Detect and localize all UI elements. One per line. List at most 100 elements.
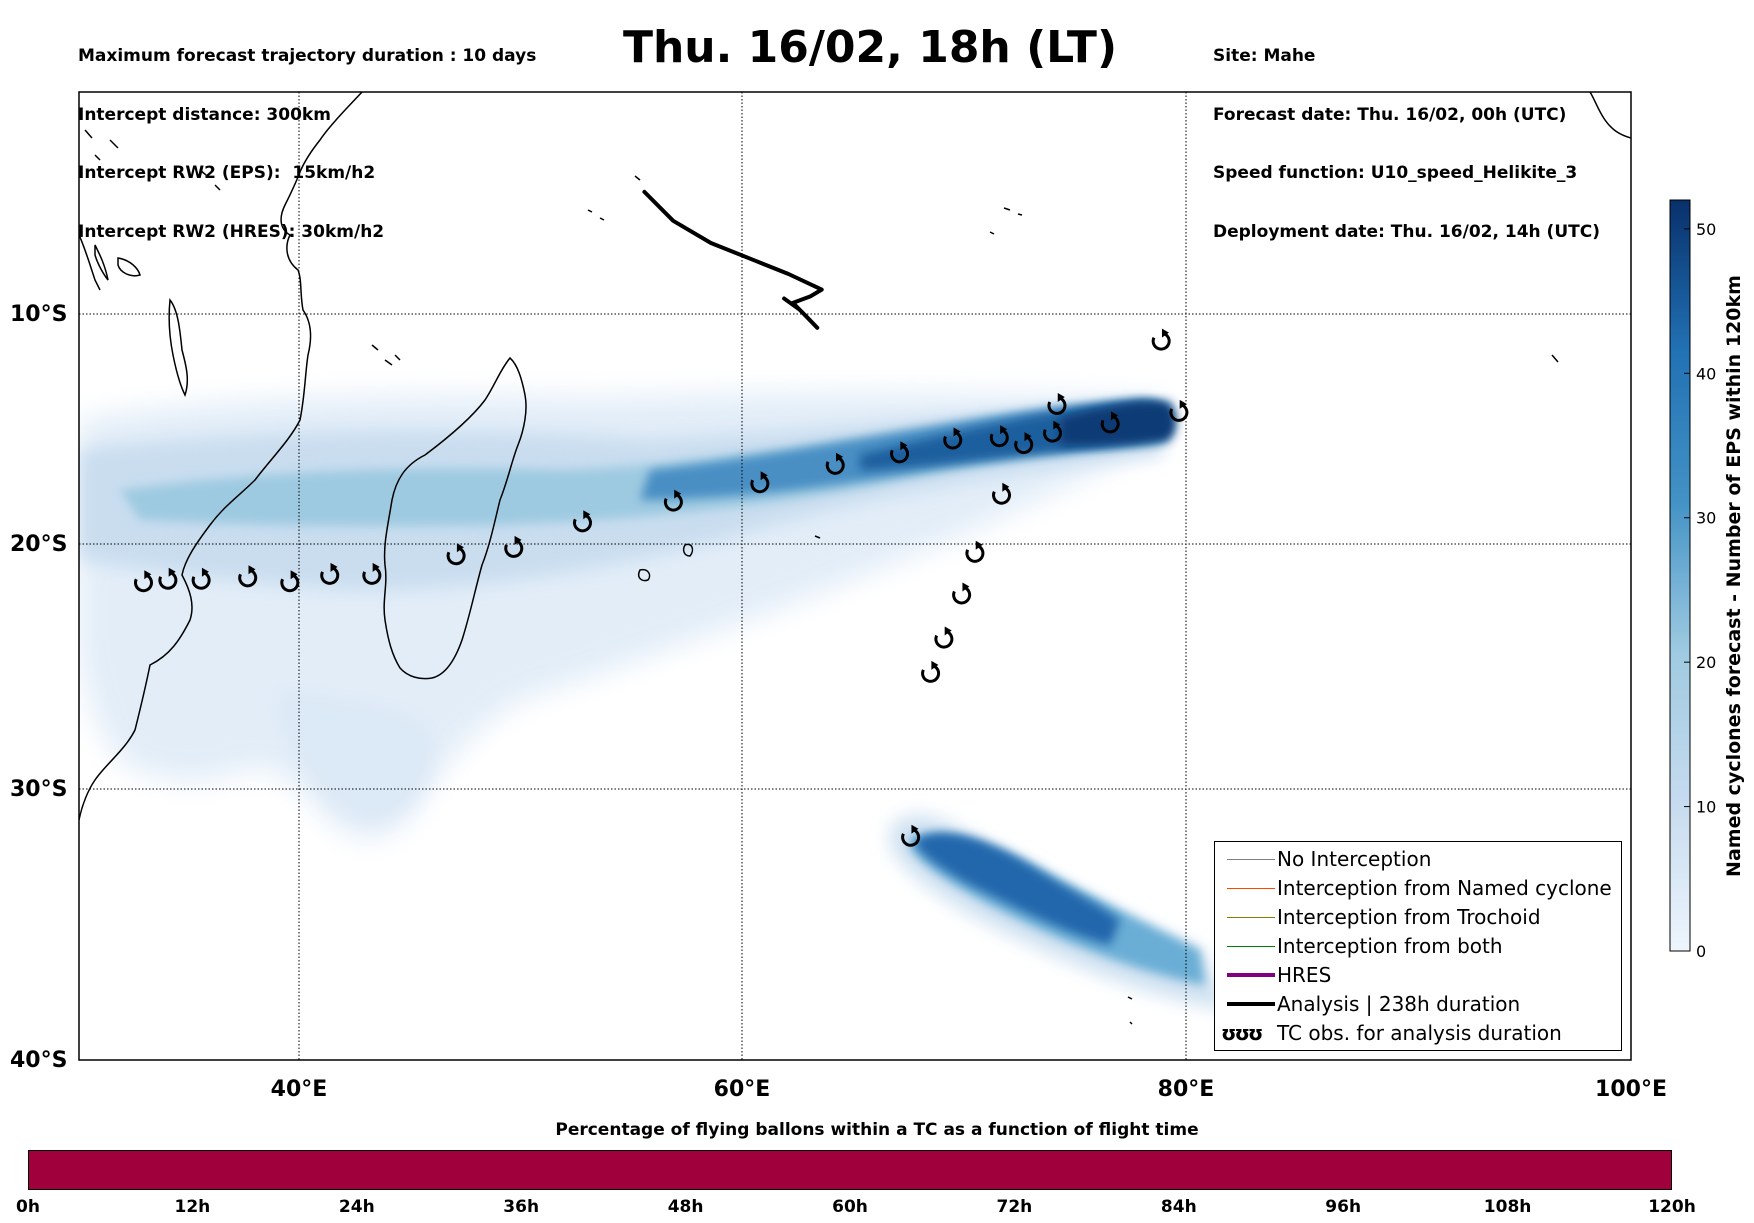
tc-obs-arc	[1100, 414, 1120, 434]
time-bar-title: Percentage of flying ballons within a TC…	[555, 1120, 1199, 1140]
tc-obs-arc	[750, 474, 770, 494]
legend-swatch-analysis	[1227, 1002, 1275, 1006]
tc-obs-marker	[1043, 420, 1062, 443]
tc-obs-arc	[952, 586, 972, 605]
lat-label-10s: 10°S	[10, 302, 67, 327]
reunion-island	[637, 568, 651, 582]
tc-obs-arrowhead	[456, 543, 464, 553]
tc-obs-arc	[901, 828, 921, 847]
tc-obs-arc	[921, 664, 941, 683]
tc-obs-marker	[320, 562, 340, 585]
tc-obs-marker	[134, 570, 153, 593]
legend-item-trochoid: Interception from Trochoid	[1215, 903, 1621, 932]
tc-obs-marker	[989, 425, 1009, 448]
colorbar-gradient	[1669, 199, 1691, 952]
madagascar	[383, 356, 527, 680]
africa-north-coast	[79, 234, 101, 291]
tc-obs-arc	[663, 493, 683, 512]
tc-obs-arrowhead	[290, 570, 298, 580]
legend-label-tc-obs: TC obs. for analysis duration	[1277, 1021, 1562, 1045]
tc-obs-arc	[1043, 424, 1062, 443]
density-field	[79, 393, 1230, 1010]
tc-obs-arrowhead	[583, 510, 591, 520]
tc-obs-arrowhead	[248, 565, 256, 575]
legend-swatch-no-interception	[1227, 859, 1275, 860]
legend-label-named-cyclone: Interception from Named cyclone	[1277, 876, 1612, 900]
tc-obs-arc	[992, 486, 1011, 505]
east-islet	[1551, 354, 1559, 363]
tc-obs-arrowhead	[201, 567, 209, 577]
lat-label-30s: 30°S	[10, 777, 67, 802]
tc-obs-arrowhead	[1053, 420, 1061, 430]
tc-obs-marker	[362, 562, 382, 585]
northwest-coast-fragments	[84, 129, 221, 191]
time-bar-tick-label: 60h	[832, 1197, 868, 1217]
tc-obs-arc	[825, 456, 845, 475]
comoros	[371, 344, 401, 366]
africa-east-coast	[79, 92, 363, 821]
legend-item-hres: HRES	[1215, 961, 1621, 990]
legend-swatch-both	[1227, 946, 1275, 947]
latitude-labels: 10°S 20°S 30°S 40°S	[10, 302, 67, 1073]
lon-label-80e: 80°E	[1158, 1077, 1215, 1102]
lat-label-20s: 20°S	[10, 532, 67, 557]
time-bar-tick-label: 36h	[503, 1197, 540, 1217]
map-figure: 10°S 20°S 30°S 40°S 40°E 60°E 80°E 100°E…	[10, 91, 1745, 1102]
tc-obs-arc	[943, 431, 963, 450]
tc-obs-arrowhead	[674, 489, 682, 499]
tc-obs-marker	[921, 660, 941, 683]
lat-label-40s: 40°S	[10, 1048, 67, 1073]
tc-observation-markers	[134, 328, 1189, 847]
legend-label-no-interception: No Interception	[1277, 847, 1432, 871]
tc-obs-arrowhead	[900, 441, 908, 451]
tc-obs-arrowhead	[168, 567, 176, 577]
tc-obs-arc	[1014, 435, 1034, 455]
tc-obs-marker	[1014, 432, 1034, 455]
tc-obs-arrowhead	[1161, 328, 1169, 338]
tc-obs-marker	[504, 535, 524, 558]
tc-obs-arrowhead	[372, 562, 380, 572]
tc-obs-marker	[191, 567, 211, 590]
tc-obs-arrowhead	[953, 427, 961, 437]
legend-item-analysis: Analysis | 238h duration	[1215, 990, 1621, 1019]
tc-obs-arrowhead	[944, 626, 952, 636]
tc-obs-arrowhead	[962, 582, 970, 592]
legend-swatch-trochoid	[1227, 917, 1275, 918]
forecast-date-text: Forecast date: Thu. 16/02, 00h (UTC)	[1213, 104, 1567, 125]
tc-obs-marker	[446, 543, 466, 566]
tc-obs-marker	[663, 489, 683, 512]
map-legend: No Interception Interception from Named …	[1214, 841, 1622, 1051]
time-bar-tick-label: 72h	[996, 1197, 1033, 1217]
legend-label-analysis: Analysis | 238h duration	[1277, 992, 1521, 1016]
time-bar-tick-label: 96h	[1325, 1197, 1362, 1217]
coastlines	[79, 92, 1631, 1025]
tc-obs-marker	[1151, 328, 1171, 351]
tc-obs-arc	[362, 566, 382, 585]
tc-obs-marker	[952, 582, 972, 605]
tc-obs-arrowhead	[1110, 411, 1118, 421]
tc-obs-arc	[1151, 332, 1171, 351]
deployment-date-text: Deployment date: Thu. 16/02, 14h (UTC)	[1213, 221, 1600, 242]
tc-obs-arrowhead	[1002, 482, 1010, 492]
tc-obs-arrowhead	[330, 562, 338, 572]
tc-obs-arrowhead	[1179, 399, 1187, 409]
tc-obs-arc	[446, 546, 466, 566]
intercept-hres-text: Intercept RW2 (HRES): 30km/h2	[78, 221, 385, 242]
colorbar-label: Named cyclones forecast - Number of EPS …	[1723, 275, 1745, 877]
tc-obs-marker	[901, 824, 921, 847]
tc-obs-marker	[992, 482, 1011, 505]
tc-obs-marker	[1047, 393, 1067, 415]
analysis-track	[642, 189, 824, 330]
legend-item-both: Interception from both	[1215, 932, 1621, 961]
time-bar-tick-label: 12h	[174, 1197, 211, 1217]
southern-islets	[1127, 996, 1133, 1025]
time-bar-tick-label: 84h	[1160, 1197, 1197, 1217]
legend-item-named-cyclone: Interception from Named cyclone	[1215, 874, 1621, 903]
colorbar-tick-label: 50	[1696, 220, 1716, 239]
legend-label-both: Interception from both	[1277, 934, 1503, 958]
legend-item-no-interception: No Interception	[1215, 845, 1621, 874]
tc-obs-arc	[1169, 403, 1189, 422]
legend-swatch-tc-obs: ʊʊʊ	[1221, 1021, 1263, 1045]
tc-obs-arrowhead	[1000, 425, 1008, 435]
tc-obs-arc	[1047, 396, 1067, 415]
